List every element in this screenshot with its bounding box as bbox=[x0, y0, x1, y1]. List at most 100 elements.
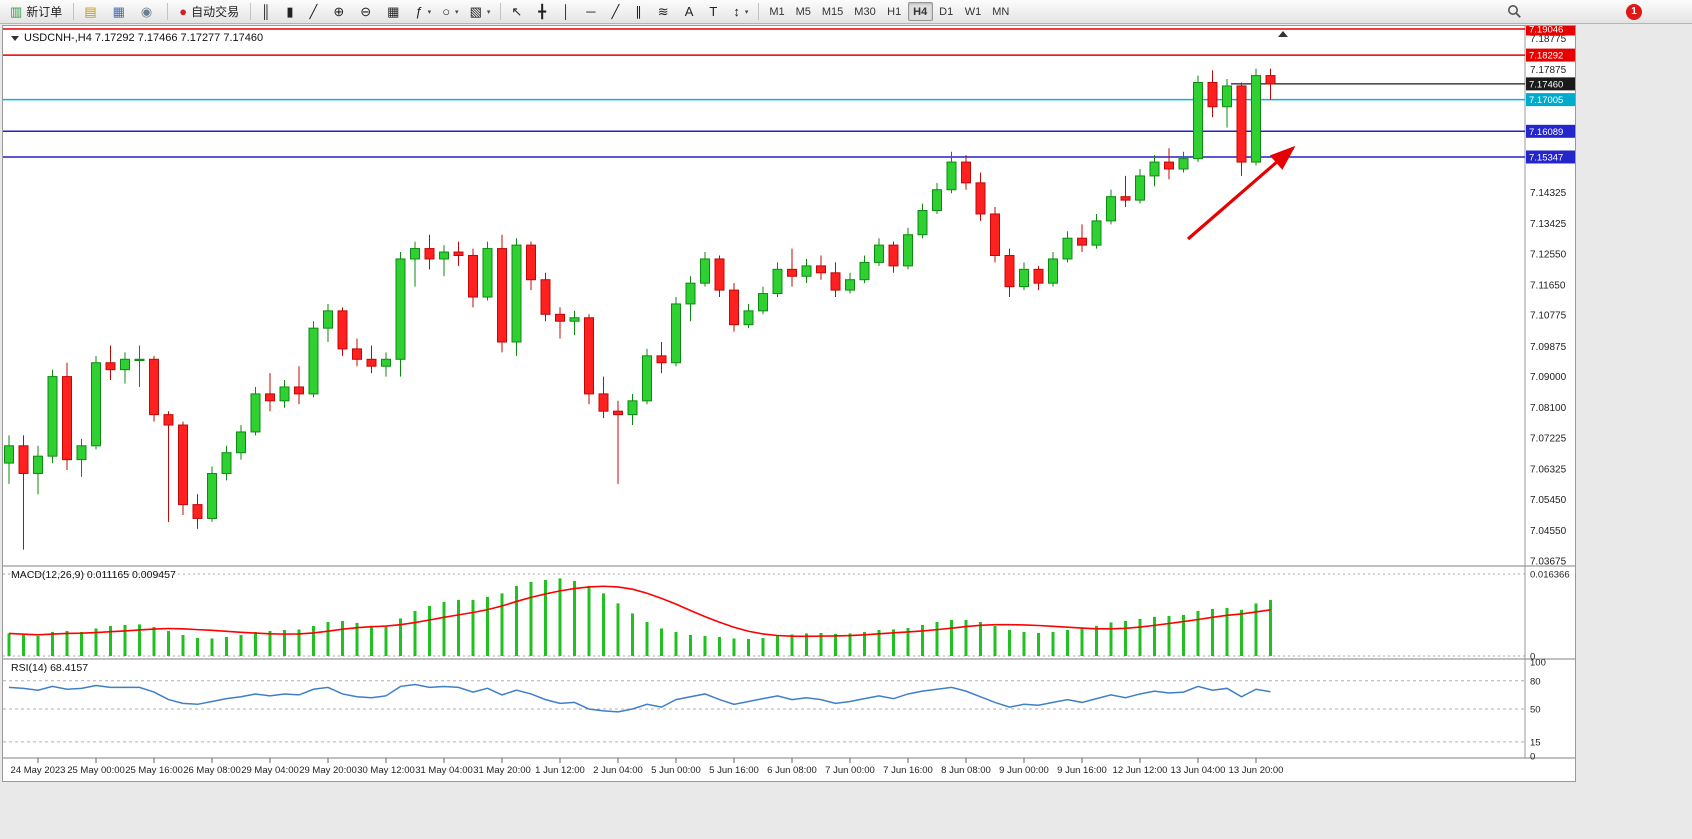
fibonacci-icon[interactable]: ≋ bbox=[653, 1, 679, 22]
new-order-icon: ▥ bbox=[10, 4, 23, 19]
timeframe-m1[interactable]: M1 bbox=[764, 2, 789, 21]
cursor-icon[interactable]: ↖ bbox=[506, 1, 532, 22]
svg-text:7.04550: 7.04550 bbox=[1530, 526, 1567, 537]
toolbar-separator bbox=[500, 3, 502, 20]
price-badge bbox=[1526, 150, 1575, 164]
rsi-line bbox=[8, 683, 1271, 713]
svg-text:7 Jun 00:00: 7 Jun 00:00 bbox=[825, 765, 875, 776]
notification-badge[interactable]: 1 bbox=[1626, 3, 1642, 20]
macd-pane[interactable]: 0.016366 0 bbox=[3, 570, 1570, 663]
candlestick-chart[interactable]: 0.016366010080501507.187757.178757.14325… bbox=[3, 26, 1575, 781]
svg-text:7.11650: 7.11650 bbox=[1530, 280, 1566, 291]
svg-text:7.15347: 7.15347 bbox=[1529, 152, 1563, 163]
timeframe-m5[interactable]: M5 bbox=[791, 2, 816, 21]
autotrade-button[interactable]: ● 自动交易 bbox=[173, 1, 245, 22]
candles-layer[interactable] bbox=[4, 68, 1276, 550]
price-badge bbox=[1526, 124, 1575, 138]
market-watch-icon[interactable]: ▤ bbox=[79, 1, 106, 22]
candlestick-type-icon[interactable]: ▮ bbox=[281, 1, 303, 22]
svg-text:7.10775: 7.10775 bbox=[1530, 311, 1567, 322]
zoom-out-icon[interactable]: ⊖ bbox=[355, 1, 381, 22]
data-window-icon[interactable]: ▦ bbox=[108, 1, 135, 22]
search-icon[interactable] bbox=[1507, 4, 1522, 19]
svg-text:50: 50 bbox=[1530, 705, 1541, 716]
macd-label: MACD(12,26,9) 0.011165 0.009457 bbox=[11, 569, 176, 581]
toolbar-separator bbox=[167, 3, 169, 20]
timeframe-w1[interactable]: W1 bbox=[960, 2, 987, 21]
svg-text:24 May 2023: 24 May 2023 bbox=[11, 765, 66, 776]
svg-text:0: 0 bbox=[1530, 752, 1535, 763]
trendline-icon[interactable]: ╱ bbox=[606, 1, 629, 22]
svg-text:12 Jun 12:00: 12 Jun 12:00 bbox=[1113, 765, 1168, 776]
autotrade-label: 自动交易 bbox=[191, 5, 240, 19]
svg-text:15: 15 bbox=[1530, 737, 1541, 748]
macd-signal-line bbox=[8, 585, 1271, 638]
rsi-pane[interactable]: 100 80 50 15 0 bbox=[3, 658, 1546, 763]
timeframe-d1[interactable]: D1 bbox=[934, 2, 959, 21]
svg-text:5 Jun 00:00: 5 Jun 00:00 bbox=[651, 765, 701, 776]
chart-title: USDCNH-,H4 7.17292 7.17466 7.17277 7.174… bbox=[11, 32, 263, 44]
svg-text:7.16089: 7.16089 bbox=[1529, 127, 1563, 138]
svg-text:7.17875: 7.17875 bbox=[1530, 65, 1567, 76]
svg-text:9 Jun 16:00: 9 Jun 16:00 bbox=[1057, 765, 1107, 776]
svg-text:29 May 04:00: 29 May 04:00 bbox=[241, 765, 299, 776]
svg-text:7.09000: 7.09000 bbox=[1530, 372, 1567, 383]
tile-windows-icon[interactable]: ▦ bbox=[382, 1, 409, 22]
equidistant-channel-icon[interactable]: ∥ bbox=[630, 1, 652, 22]
timeframe-h1[interactable]: H1 bbox=[882, 2, 907, 21]
vertical-line-icon[interactable]: │ bbox=[557, 1, 580, 22]
indicators-icon[interactable]: ƒ ▾ bbox=[410, 1, 436, 22]
svg-text:80: 80 bbox=[1530, 676, 1541, 687]
horizontal-line-icon[interactable]: ─ bbox=[581, 1, 605, 22]
symbol-collapse-icon[interactable] bbox=[11, 35, 19, 41]
chart-shift-marker-icon[interactable] bbox=[1278, 31, 1288, 37]
svg-text:7.18775: 7.18775 bbox=[1530, 34, 1567, 45]
arrows-icon[interactable]: ↕ ▾ bbox=[728, 1, 753, 22]
navigator-icon[interactable]: ◉ bbox=[136, 1, 162, 22]
periods-icon[interactable]: ○ ▾ bbox=[437, 1, 463, 22]
zoom-in-icon[interactable]: ⊕ bbox=[328, 1, 354, 22]
svg-text:26 May 08:00: 26 May 08:00 bbox=[183, 765, 241, 776]
new-order-label: 新订单 bbox=[26, 5, 63, 19]
timeframe-m15[interactable]: M15 bbox=[817, 2, 848, 21]
line-chart-type-icon[interactable]: ╱ bbox=[305, 1, 328, 22]
horizontal-lines-layer[interactable] bbox=[3, 28, 1525, 158]
svg-text:7.06325: 7.06325 bbox=[1530, 465, 1567, 476]
svg-text:13 Jun 20:00: 13 Jun 20:00 bbox=[1229, 765, 1284, 776]
svg-text:7 Jun 16:00: 7 Jun 16:00 bbox=[883, 765, 933, 776]
time-axis-labels: 24 May 2023 25 May 00:00 25 May 16:00 26 Ma… bbox=[11, 758, 1284, 776]
svg-text:0: 0 bbox=[1530, 652, 1535, 663]
price-badge bbox=[1526, 77, 1575, 91]
svg-text:7.17005: 7.17005 bbox=[1529, 95, 1563, 106]
chart-title-text: USDCNH-,H4 7.17292 7.17466 7.17277 7.174… bbox=[24, 32, 264, 44]
svg-text:7.08100: 7.08100 bbox=[1530, 403, 1567, 414]
svg-text:7.17460: 7.17460 bbox=[1529, 79, 1563, 90]
svg-text:100: 100 bbox=[1530, 658, 1546, 669]
new-order-button[interactable]: ▥ 新订单 bbox=[4, 1, 68, 22]
svg-text:29 May 20:00: 29 May 20:00 bbox=[299, 765, 357, 776]
timeframe-m30[interactable]: M30 bbox=[849, 2, 880, 21]
svg-text:7.09875: 7.09875 bbox=[1530, 342, 1567, 353]
svg-text:31 May 04:00: 31 May 04:00 bbox=[415, 765, 473, 776]
price-badge bbox=[1526, 26, 1575, 36]
templates-icon[interactable]: ▧ ▾ bbox=[465, 1, 496, 22]
crosshair-icon[interactable]: ╋ bbox=[533, 1, 556, 22]
trend-arrow-annotation[interactable] bbox=[1186, 145, 1296, 241]
timeframe-mn[interactable]: MN bbox=[987, 2, 1014, 21]
svg-text:7.07225: 7.07225 bbox=[1530, 434, 1567, 445]
bar-chart-type-icon[interactable]: ║ bbox=[256, 1, 280, 22]
timeframe-h4[interactable]: H4 bbox=[907, 2, 933, 21]
text-icon[interactable]: A bbox=[680, 1, 704, 22]
svg-text:25 May 16:00: 25 May 16:00 bbox=[125, 765, 183, 776]
svg-text:7.18292: 7.18292 bbox=[1529, 51, 1563, 62]
svg-text:7.12550: 7.12550 bbox=[1530, 249, 1567, 260]
toolbar-separator bbox=[758, 3, 760, 20]
text-label-icon[interactable]: T bbox=[704, 1, 727, 22]
svg-text:0.016366: 0.016366 bbox=[1530, 570, 1570, 581]
svg-text:7.13425: 7.13425 bbox=[1530, 219, 1567, 230]
svg-text:7.19046: 7.19046 bbox=[1529, 26, 1563, 36]
main-toolbar: ▥ 新订单 ▤ ▦ ◉ ● 自动交易 ║ ▮ ╱ ⊕ ⊖ bbox=[0, 0, 1692, 24]
svg-text:7.14325: 7.14325 bbox=[1530, 188, 1567, 199]
rsi-label: RSI(14) 68.4157 bbox=[11, 662, 89, 674]
price-badge bbox=[1526, 48, 1575, 62]
